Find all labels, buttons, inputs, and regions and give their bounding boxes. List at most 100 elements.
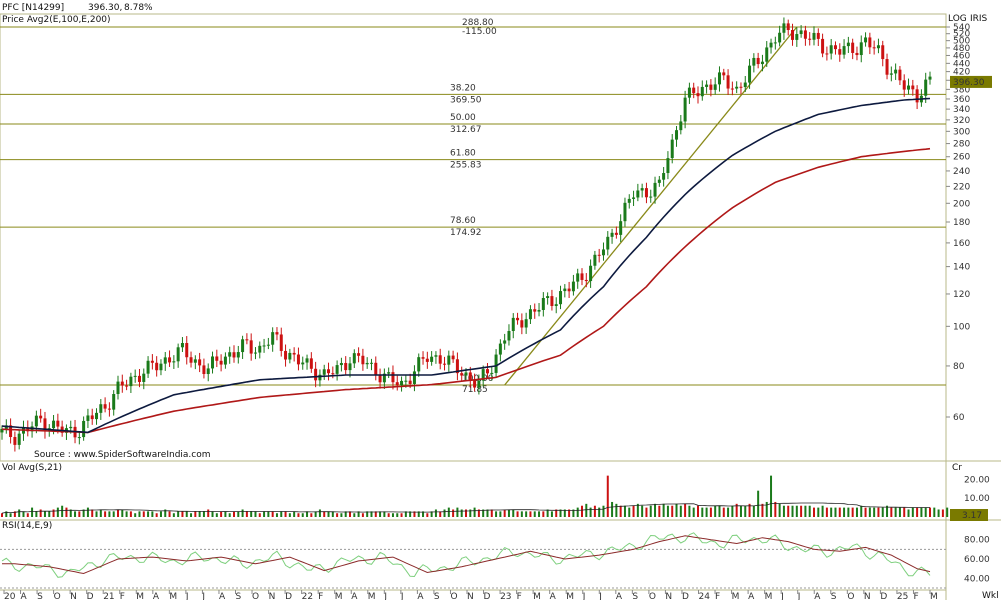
volume-bar <box>894 507 897 517</box>
rsi-tick-label: 60.00 <box>964 555 990 565</box>
volume-bar <box>671 505 674 517</box>
candle-body <box>202 365 206 375</box>
volume-bar <box>129 511 132 517</box>
volume-bar <box>469 509 472 517</box>
volume-bar <box>503 509 506 517</box>
volume-bar <box>250 511 253 517</box>
volume-bar <box>615 503 618 517</box>
volume-bar <box>168 511 171 517</box>
volume-bar <box>542 511 545 517</box>
x-tick-label: 25 <box>897 592 908 600</box>
candle-body <box>773 42 777 44</box>
source-label: Source : www.SpiderSoftwareIndia.com <box>34 450 211 460</box>
candle-body <box>288 352 292 360</box>
candle-body <box>13 437 17 445</box>
candle-body <box>357 353 361 356</box>
candle-body <box>859 42 863 56</box>
volume-bar <box>761 503 764 517</box>
volume-bar <box>787 505 790 517</box>
volume-title: Vol Avg(S,21) <box>2 463 62 473</box>
candle-body <box>17 433 21 445</box>
volume-bar <box>748 503 751 517</box>
volume-bar <box>529 511 532 517</box>
volume-tick-label: 20.00 <box>964 475 990 485</box>
candle-body <box>644 188 648 198</box>
fib-price-label: 255.83 <box>450 161 482 171</box>
volume-bar <box>907 509 910 517</box>
candle-body <box>520 320 524 328</box>
x-axis-ticks: 20 A S O N D 21 F M A M J J A S O N D 22 F M A M J J A S O N D 23 F M A M J… <box>3 590 938 600</box>
candle-body <box>82 420 86 438</box>
candle-body <box>490 372 494 374</box>
volume-bar <box>654 503 657 517</box>
volume-bar <box>202 511 205 517</box>
volume-bar <box>241 509 244 517</box>
candle-body <box>636 190 640 198</box>
y-tick-label: 80 <box>953 362 965 372</box>
candle-body <box>778 32 782 43</box>
candle-body <box>95 412 99 420</box>
candle-body <box>808 38 812 40</box>
candle-body <box>632 197 636 199</box>
candle-body <box>447 355 451 365</box>
candle-body <box>593 254 597 266</box>
volume-bar <box>108 511 111 517</box>
candle-body <box>864 37 868 43</box>
volume-bar <box>447 507 450 517</box>
candle-body <box>266 344 270 346</box>
candle-body <box>881 45 885 60</box>
candle-body <box>786 23 790 31</box>
candle-body <box>193 359 197 363</box>
volume-bar <box>533 511 536 517</box>
volume-bar <box>460 509 463 517</box>
candle-body <box>782 23 786 33</box>
volume-bar <box>490 509 493 517</box>
candle-body <box>838 49 842 55</box>
volume-bar <box>722 507 725 517</box>
candle-body <box>417 357 421 372</box>
volume-bar <box>48 511 51 517</box>
candle-body <box>39 415 43 419</box>
volume-bar <box>658 505 661 517</box>
candle-body <box>907 85 911 90</box>
x-tick-label: A <box>550 592 557 600</box>
candle-body <box>511 317 515 331</box>
volume-bar <box>357 511 360 517</box>
volume-bar <box>18 509 21 517</box>
period-label: Wkl <box>982 591 999 600</box>
candle-body <box>112 394 116 410</box>
candle-body <box>249 340 253 354</box>
volume-bar <box>697 505 699 517</box>
x-tick-label: D <box>484 592 491 600</box>
x-tick-label: A <box>153 592 160 600</box>
volume-bar <box>886 505 889 517</box>
volume-bar <box>387 513 390 517</box>
y-tick-label: 320 <box>953 116 970 126</box>
rsi-title: RSI(14,E,9) <box>2 521 52 531</box>
candle-body <box>378 375 382 383</box>
y-axis-ticks: 60 80 100 120 140 160 180 200 220 240 260 280 300320… <box>946 23 970 423</box>
candle-body <box>421 357 425 359</box>
candle-body <box>365 362 369 365</box>
candle-body <box>717 72 721 85</box>
x-tick-label: A <box>219 592 226 600</box>
volume-bar <box>641 505 644 517</box>
fib-pct-label: 50.00 <box>450 113 476 123</box>
x-tick-label: S <box>632 592 638 600</box>
candle-body <box>430 356 434 362</box>
volume-bar <box>233 511 235 517</box>
candle-body <box>894 69 898 74</box>
volume-bar <box>288 513 291 517</box>
scale-mode-label[interactable]: LOG <box>948 14 967 24</box>
candle-body <box>606 236 610 250</box>
volume-bar <box>546 509 549 517</box>
candle-body <box>507 330 511 341</box>
volume-bar <box>666 505 669 517</box>
volume-bar <box>538 511 541 517</box>
candle-body <box>756 57 760 65</box>
fib-pct-label: 61.80 <box>450 149 476 159</box>
candle-body <box>0 428 4 433</box>
volume-bar <box>628 507 631 517</box>
volume-bar <box>855 507 858 517</box>
candle-body <box>872 47 876 49</box>
